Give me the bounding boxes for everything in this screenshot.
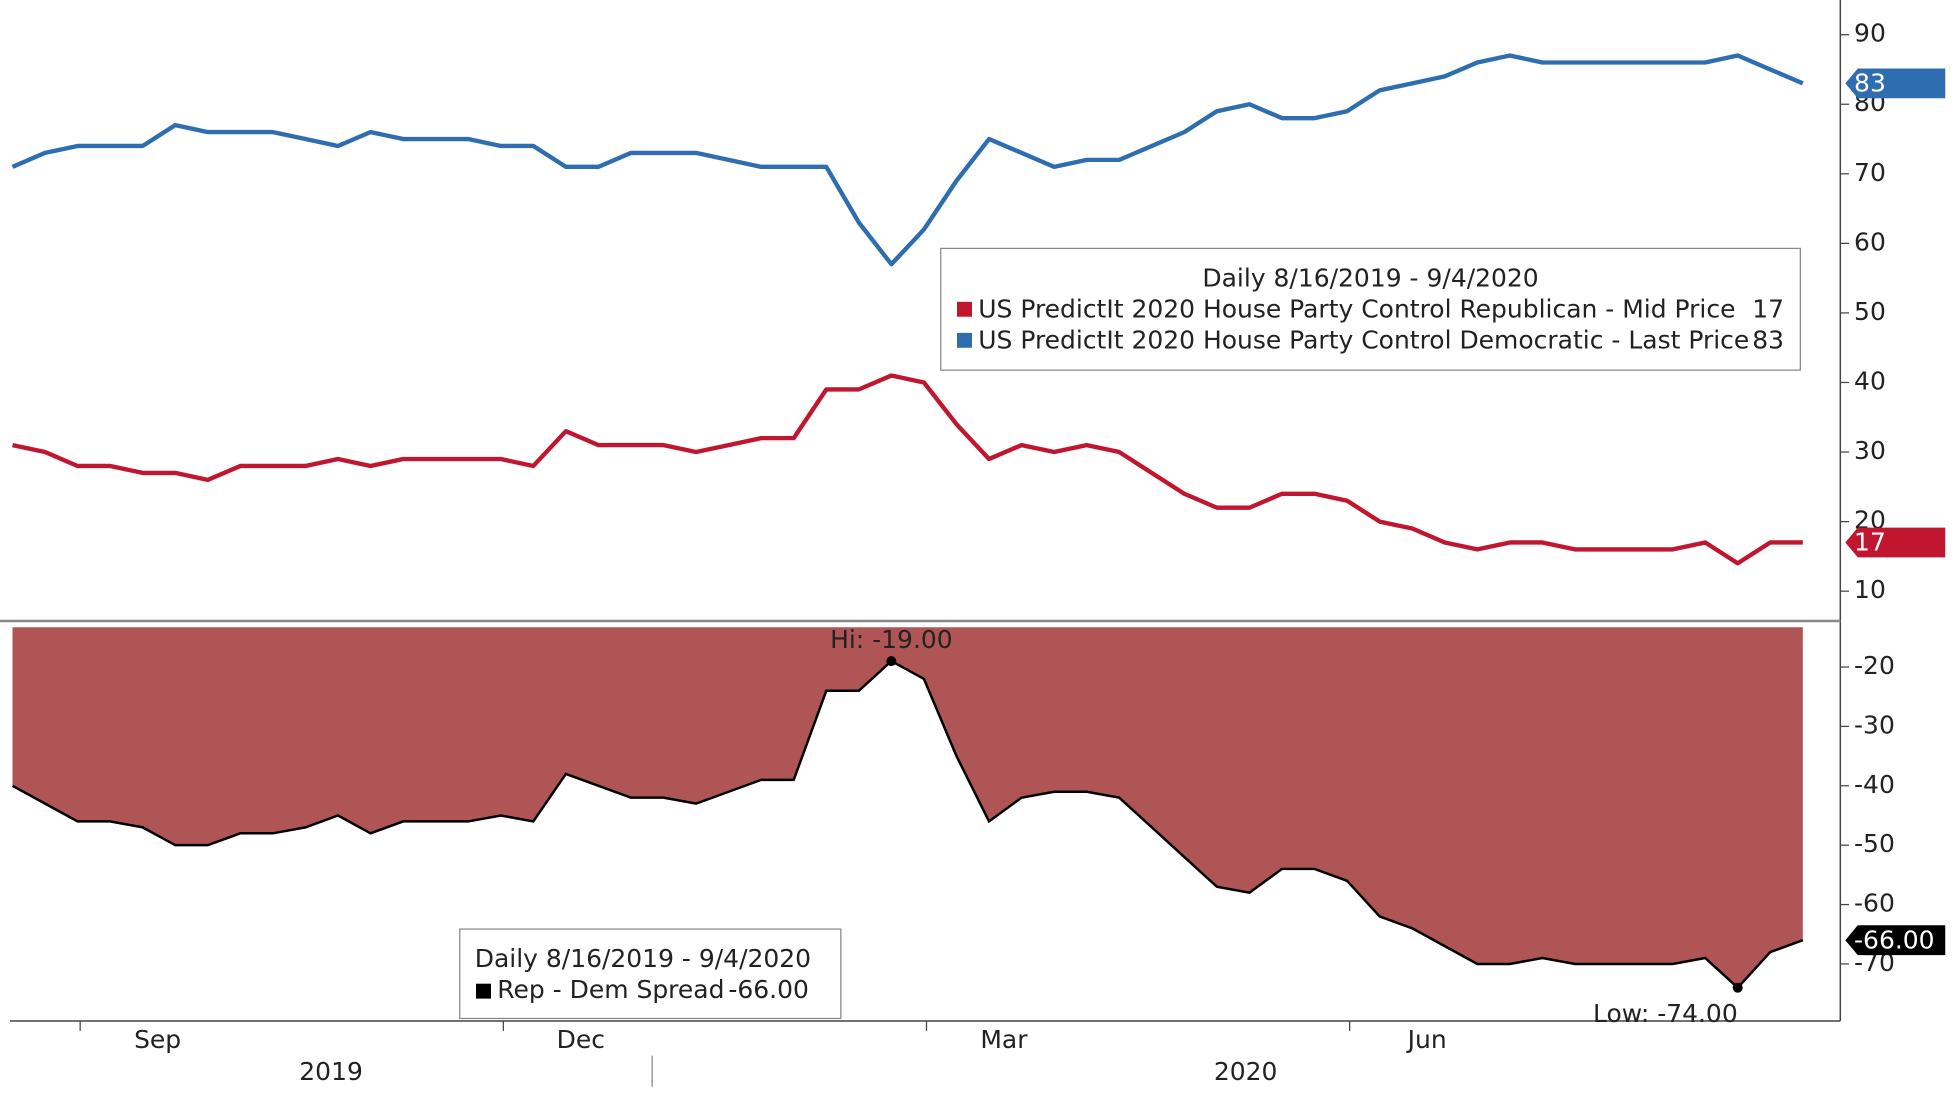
last-value-tag: [1845, 925, 1946, 956]
x-tick-label: Dec: [557, 1025, 605, 1054]
legend-swatch: [476, 983, 491, 999]
plot-layer: [11, 53, 1804, 990]
y-tick-label: 10: [1854, 575, 1886, 604]
x-tick-label: Sep: [134, 1025, 181, 1054]
y-tick-label: 30: [1854, 436, 1886, 465]
y-tick-label: -40: [1854, 770, 1895, 799]
extreme-label: Hi: -19.00: [830, 625, 953, 654]
spread-line: [11, 659, 1804, 990]
legend-label: US PredictIt 2020 House Party Control Re…: [978, 295, 1735, 324]
extreme-label: Low: -74.00: [1593, 999, 1738, 1028]
y-tick-label: 90: [1854, 19, 1886, 48]
y-tick-label: 60: [1854, 227, 1886, 256]
x-year-label: 2019: [299, 1057, 363, 1086]
y-tick-label: -20: [1854, 651, 1895, 680]
legend-value: 83: [1752, 326, 1784, 355]
legend-title: Daily 8/16/2019 - 9/4/2020: [475, 944, 811, 973]
legend-swatch: [957, 301, 973, 317]
x-tick-label: Mar: [980, 1025, 1028, 1054]
last-value-label: 17: [1854, 528, 1886, 557]
extreme-marker: [1732, 982, 1743, 993]
legend-title: Daily 8/16/2019 - 9/4/2020: [1202, 264, 1538, 293]
legend-box: [459, 928, 842, 1020]
legend-label: Rep - Dem Spread: [497, 975, 724, 1004]
series-line: [12, 373, 1803, 566]
legend-value: 17: [1752, 295, 1784, 324]
last-value-label: -66.00: [1854, 925, 1935, 954]
x-tick-label: Jun: [1406, 1025, 1447, 1054]
y-tick-label: 40: [1854, 367, 1886, 396]
legend-value: -66.00: [728, 975, 809, 1004]
series-line: [11, 53, 1804, 267]
y-tick-label: 70: [1854, 158, 1886, 187]
last-value-label: 83: [1854, 69, 1886, 98]
legend-swatch: [957, 332, 973, 348]
last-value-tag: [1845, 68, 1946, 99]
extreme-marker: [886, 656, 897, 667]
spread-area: [12, 627, 1803, 988]
y-tick-label: -50: [1854, 829, 1895, 858]
y-tick-label: -60: [1854, 889, 1895, 918]
y-tick-label: -30: [1854, 710, 1895, 739]
x-year-label: 2020: [1214, 1057, 1278, 1086]
legend-box: [940, 247, 1801, 371]
last-value-tag: [1845, 527, 1946, 558]
legend-label: US PredictIt 2020 House Party Control De…: [978, 326, 1749, 355]
y-tick-label: 50: [1854, 297, 1886, 326]
